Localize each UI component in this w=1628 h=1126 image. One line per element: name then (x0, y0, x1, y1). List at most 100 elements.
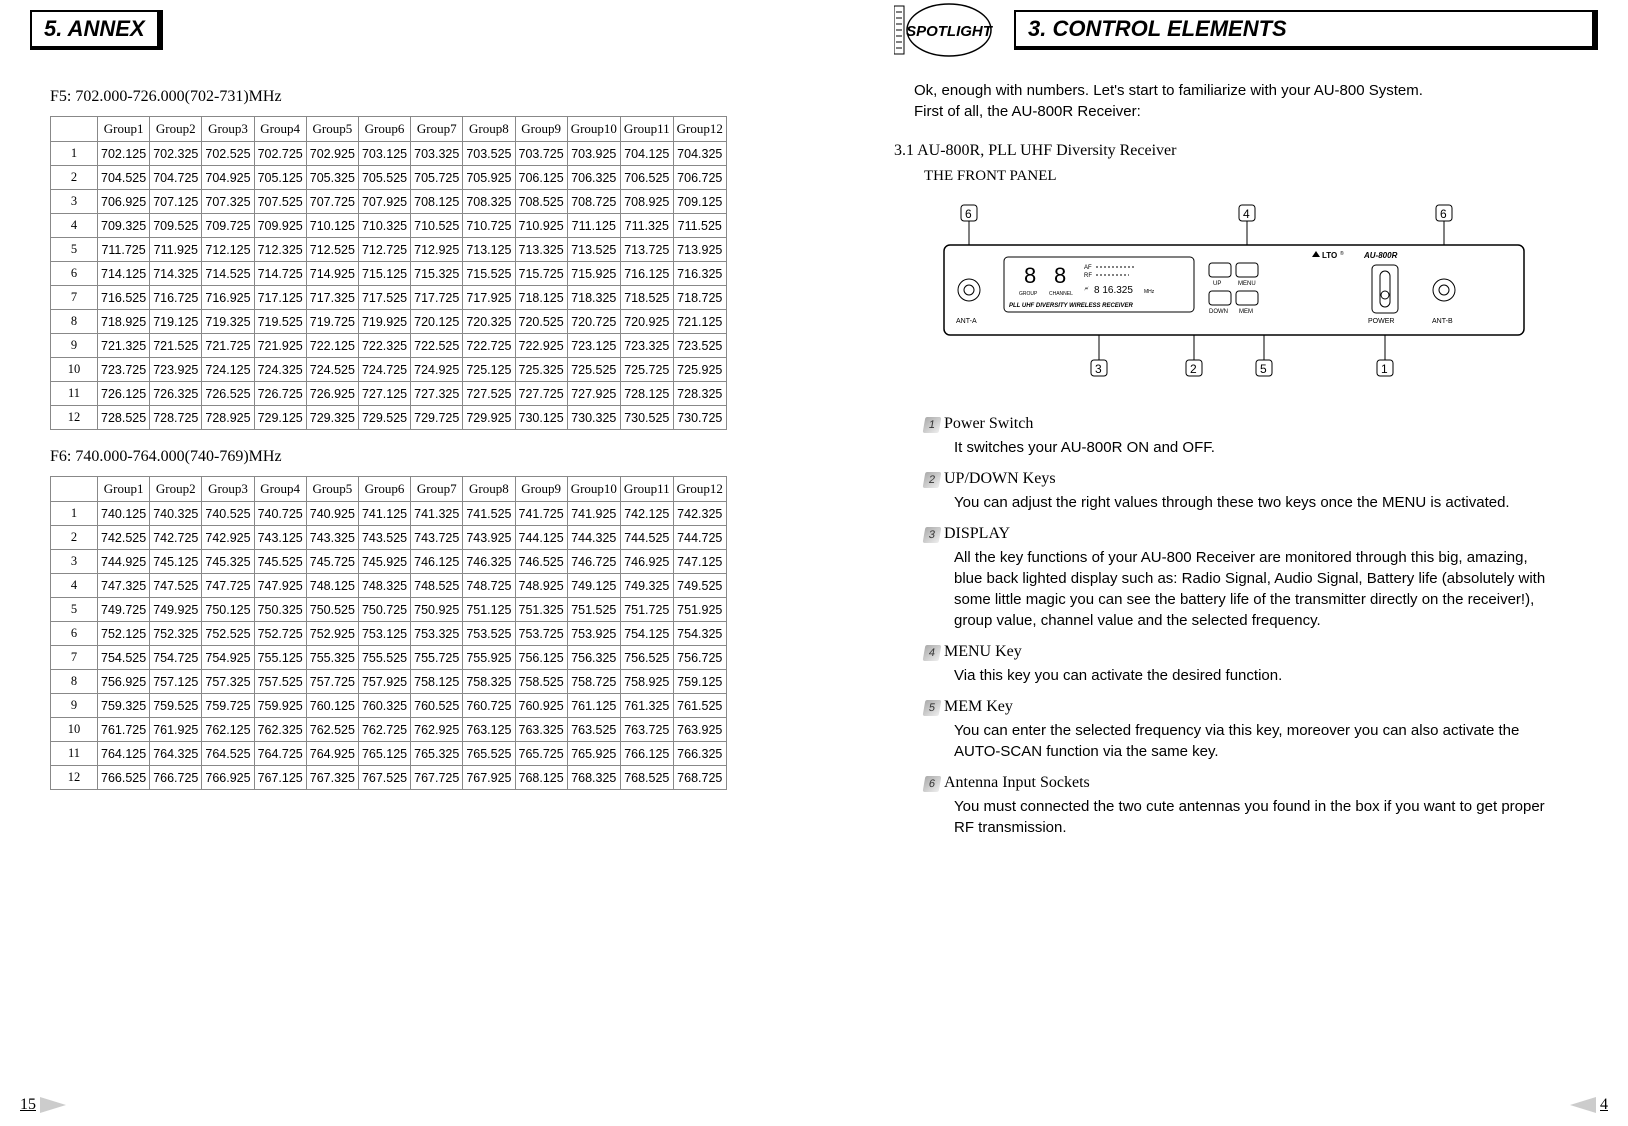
freq-cell: 718.525 (620, 286, 673, 310)
freq-cell: 756.525 (620, 646, 673, 670)
item-number-icon: 6 (923, 776, 942, 792)
freq-cell: 755.325 (306, 646, 358, 670)
freq-cell: 757.525 (254, 670, 306, 694)
freq-cell: 757.725 (306, 670, 358, 694)
freq-cell: 748.125 (306, 574, 358, 598)
freq-cell: 727.125 (358, 382, 410, 406)
freq-cell: 764.725 (254, 742, 306, 766)
col-header: Group3 (202, 117, 254, 142)
freq-cell: 726.925 (306, 382, 358, 406)
freq-cell: 726.525 (202, 382, 254, 406)
freq-cell: 705.325 (306, 166, 358, 190)
item-heading: 6Antenna Input Sockets (924, 774, 1598, 792)
freq-cell: 762.125 (202, 718, 254, 742)
freq-cell: 740.725 (254, 502, 306, 526)
freq-cell: 744.725 (673, 526, 726, 550)
freq-cell: 713.525 (567, 238, 620, 262)
freq-cell: 705.525 (358, 166, 410, 190)
table-row: 11764.125764.325764.525764.725764.925765… (51, 742, 727, 766)
freq-cell: 749.725 (98, 598, 150, 622)
freq-cell: 741.125 (358, 502, 410, 526)
svg-text:6: 6 (1440, 207, 1447, 221)
freq-cell: 742.325 (673, 502, 726, 526)
table-row: 4709.325709.525709.725709.925710.125710.… (51, 214, 727, 238)
freq-cell: 708.125 (411, 190, 463, 214)
freq-cell: 727.925 (567, 382, 620, 406)
col-header: Group1 (98, 117, 150, 142)
freq-cell: 750.925 (411, 598, 463, 622)
freq-cell: 723.725 (98, 358, 150, 382)
freq-cell: 709.925 (254, 214, 306, 238)
row-num: 9 (51, 334, 98, 358)
svg-text:CHANNEL: CHANNEL (1049, 291, 1073, 297)
freq-cell: 725.925 (673, 358, 726, 382)
freq-cell: 741.525 (463, 502, 515, 526)
freq-cell: 768.325 (567, 766, 620, 790)
row-num: 5 (51, 238, 98, 262)
row-num: 7 (51, 646, 98, 670)
intro-text: Ok, enough with numbers. Let's start to … (914, 80, 1598, 122)
svg-text:1: 1 (1381, 362, 1388, 376)
front-panel-diagram: 8 8 GROUP CHANNEL AF RF 🗲 8 16.325 MHz P… (934, 195, 1534, 395)
freq-cell: 764.925 (306, 742, 358, 766)
col-header: Group7 (411, 477, 463, 502)
freq-cell: 716.525 (98, 286, 150, 310)
freq-cell: 752.525 (202, 622, 254, 646)
freq-cell: 757.925 (358, 670, 410, 694)
freq-cell: 722.725 (463, 334, 515, 358)
freq-cell: 729.325 (306, 406, 358, 430)
freq-cell: 752.925 (306, 622, 358, 646)
svg-text:PLL UHF DIVERSITY WIRELESS REC: PLL UHF DIVERSITY WIRELESS RECEIVER (1009, 303, 1133, 309)
freq-cell: 754.525 (98, 646, 150, 670)
page-number-left: 15 (20, 1096, 66, 1114)
freq-cell: 714.725 (254, 262, 306, 286)
freq-cell: 726.125 (98, 382, 150, 406)
table-f5-title: F5: 702.000-726.000(702-731)MHz (50, 88, 754, 106)
freq-cell: 713.325 (515, 238, 567, 262)
freq-cell: 725.125 (463, 358, 515, 382)
item-number-icon: 3 (923, 527, 942, 543)
freq-cell: 756.925 (98, 670, 150, 694)
freq-cell: 721.525 (150, 334, 202, 358)
row-num: 6 (51, 262, 98, 286)
freq-cell: 704.325 (673, 142, 726, 166)
freq-cell: 759.725 (202, 694, 254, 718)
freq-table-f6: Group1Group2Group3Group4Group5Group6Grou… (50, 476, 727, 790)
freq-cell: 740.125 (98, 502, 150, 526)
freq-cell: 761.325 (620, 694, 673, 718)
freq-cell: 721.725 (202, 334, 254, 358)
col-header: Group12 (673, 477, 726, 502)
freq-cell: 702.925 (306, 142, 358, 166)
freq-cell: 718.125 (515, 286, 567, 310)
freq-cell: 714.325 (150, 262, 202, 286)
freq-cell: 723.325 (620, 334, 673, 358)
freq-cell: 742.125 (620, 502, 673, 526)
freq-cell: 743.125 (254, 526, 306, 550)
page-number-right: 4 (1570, 1096, 1608, 1114)
control-elements-page: SPOTLIGHT 3. CONTROL ELEMENTS Ok, enough… (814, 0, 1628, 1126)
svg-text:MENU: MENU (1238, 281, 1256, 287)
freq-cell: 765.725 (515, 742, 567, 766)
freq-cell: 766.725 (150, 766, 202, 790)
freq-cell: 730.125 (515, 406, 567, 430)
col-header: Group8 (463, 117, 515, 142)
freq-cell: 754.725 (150, 646, 202, 670)
freq-cell: 716.725 (150, 286, 202, 310)
row-num: 1 (51, 142, 98, 166)
freq-cell: 705.125 (254, 166, 306, 190)
freq-cell: 767.925 (463, 766, 515, 790)
subsection-3-1: 3.1 AU-800R, PLL UHF Diversity Receiver (894, 142, 1598, 160)
row-num: 10 (51, 358, 98, 382)
freq-cell: 758.725 (567, 670, 620, 694)
freq-cell: 748.725 (463, 574, 515, 598)
freq-cell: 729.525 (358, 406, 410, 430)
table-row: 5711.725711.925712.125712.325712.525712.… (51, 238, 727, 262)
table-row: 7716.525716.725716.925717.125717.325717.… (51, 286, 727, 310)
freq-cell: 714.925 (306, 262, 358, 286)
freq-cell: 721.325 (98, 334, 150, 358)
svg-text:MHz: MHz (1144, 289, 1155, 295)
freq-cell: 764.325 (150, 742, 202, 766)
item-number-icon: 2 (923, 472, 942, 488)
freq-cell: 712.325 (254, 238, 306, 262)
freq-cell: 728.525 (98, 406, 150, 430)
